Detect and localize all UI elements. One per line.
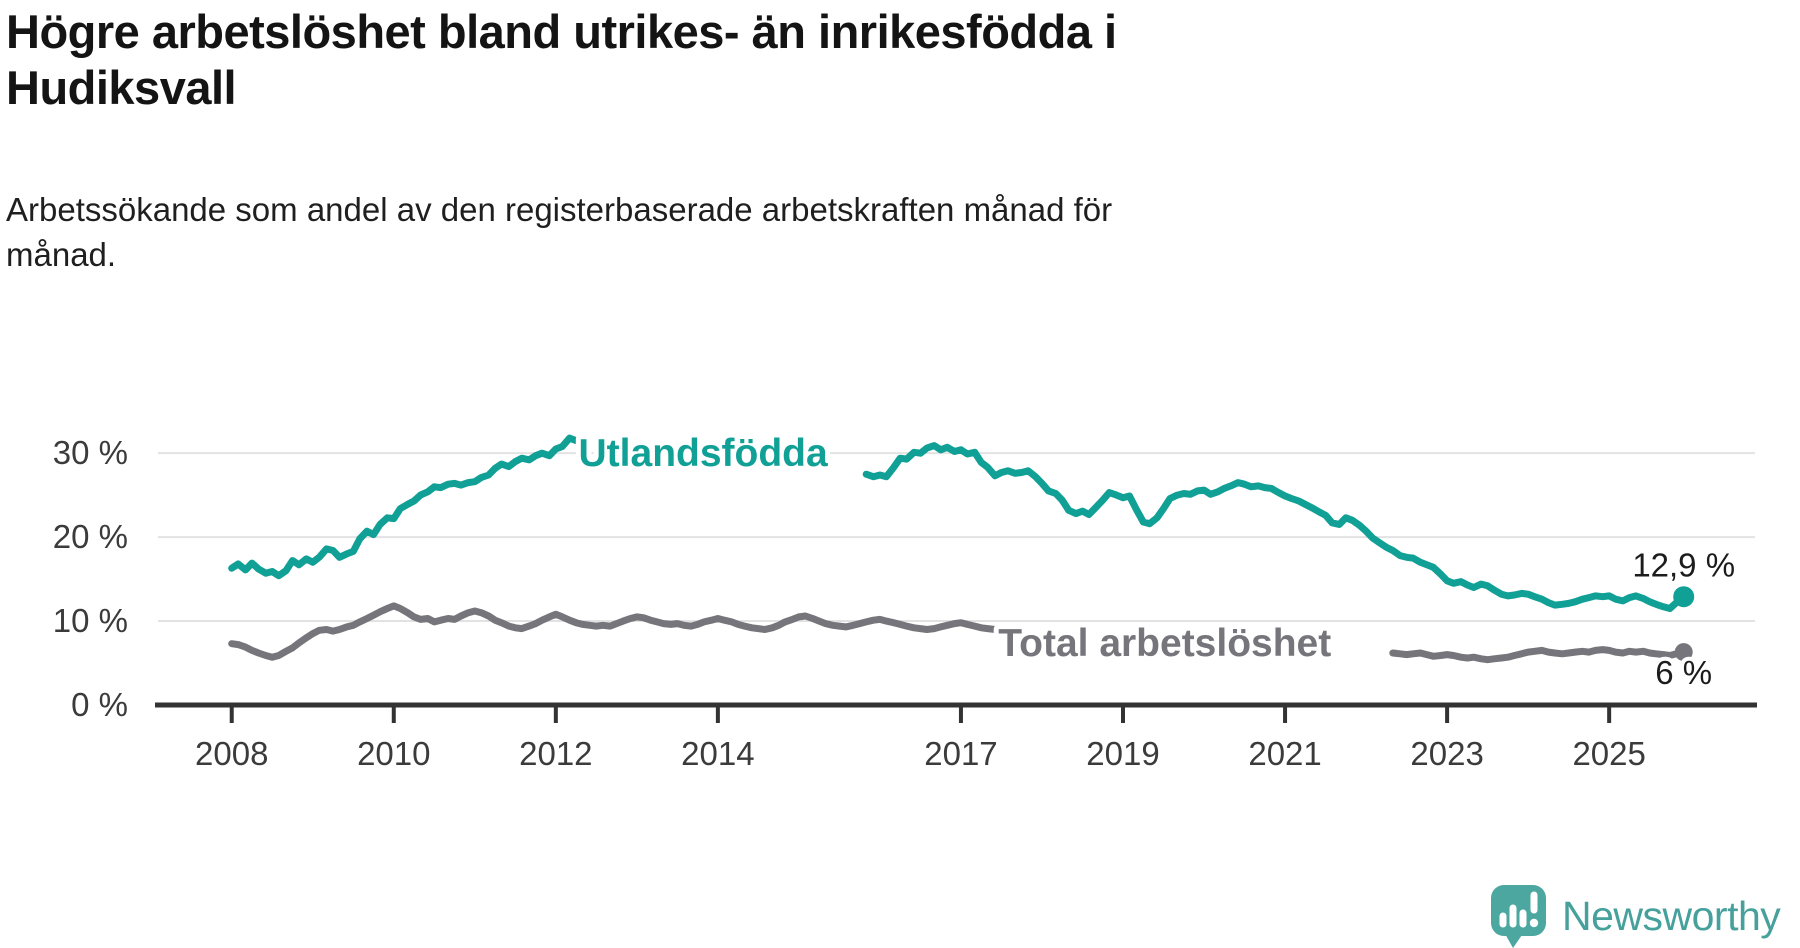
y-axis-label-0: 0 %: [71, 686, 128, 723]
x-axis-label-2017: 2017: [924, 735, 997, 772]
x-axis-label-2014: 2014: [681, 735, 754, 772]
x-axis-label-2023: 2023: [1410, 735, 1483, 772]
x-axis-label-2019: 2019: [1086, 735, 1159, 772]
series-utlandsfodda-end-value: 12,9 %: [1632, 547, 1735, 584]
series-utlandsfodda-line-1: [228, 434, 580, 580]
newsworthy-logo: Newsworthy: [1490, 884, 1781, 948]
x-axis-label-2021: 2021: [1248, 735, 1321, 772]
x-axis-label-2010: 2010: [357, 735, 430, 772]
y-axis-label-10: 10 %: [53, 602, 128, 639]
y-axis-label-20: 20 %: [53, 518, 128, 555]
series-total-line-1: [228, 602, 999, 661]
series-utlandsfodda-end-dot: [1673, 586, 1695, 608]
series-utlandsfodda-line-2: [862, 442, 1688, 612]
series-total-end-dot: [1674, 643, 1693, 662]
series-label-utlandsfodda: Utlandsfödda: [579, 432, 828, 475]
y-axis-label-30: 30 %: [53, 434, 128, 471]
newsworthy-brand-text: Newsworthy: [1562, 892, 1781, 939]
page-title: Högre arbetslöshet bland utrikes- än inr…: [6, 5, 1117, 115]
page-subtitle: Arbetssökande som andel av den registerb…: [6, 191, 1113, 273]
series-label-total: Total arbetslöshet: [998, 622, 1331, 665]
x-axis-label-2025: 2025: [1572, 735, 1645, 772]
x-axis-label-2012: 2012: [519, 735, 592, 772]
x-axis-label-2008: 2008: [195, 735, 268, 772]
series-total-end-value: 6 %: [1655, 654, 1712, 691]
series-total-line-2: [1389, 646, 1688, 664]
speech-bubble-bar-chart-icon: [1491, 885, 1546, 948]
